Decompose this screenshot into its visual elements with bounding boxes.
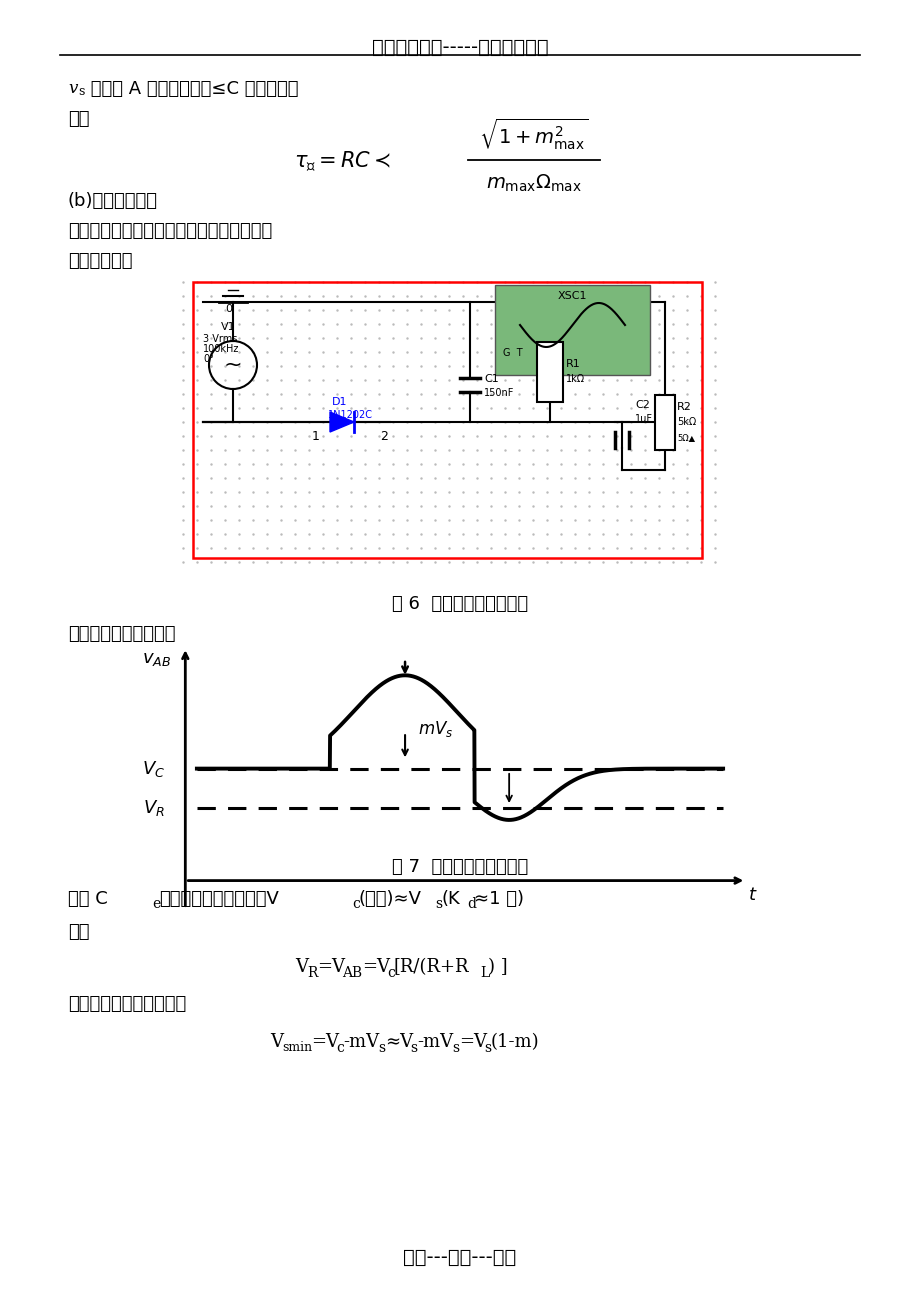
Text: V: V — [269, 1032, 283, 1051]
Text: 1kΩ: 1kΩ — [565, 374, 584, 384]
Text: 负峰切割失真是由交流负载变化引起的失真: 负峰切割失真是由交流负载变化引起的失真 — [68, 223, 272, 240]
Text: D1: D1 — [332, 397, 347, 408]
Text: $mV_s$: $mV_s$ — [417, 719, 453, 740]
Text: s: s — [435, 897, 442, 911]
Text: $V_R$: $V_R$ — [143, 798, 165, 818]
Text: 0°: 0° — [203, 354, 213, 365]
Text: 1: 1 — [312, 430, 320, 443]
Text: C2: C2 — [634, 400, 649, 410]
Text: 1uF: 1uF — [634, 414, 652, 424]
Text: ≈1 时): ≈1 时) — [473, 891, 524, 907]
Text: R2: R2 — [676, 402, 691, 411]
Text: d: d — [467, 897, 475, 911]
Text: 5kΩ: 5kΩ — [676, 417, 696, 427]
Text: =V: =V — [459, 1032, 486, 1051]
Bar — [494, 285, 650, 375]
Polygon shape — [330, 411, 354, 432]
Text: 很大，在一个周期内，V: 很大，在一个周期内，V — [159, 891, 278, 907]
Text: $v_{AB}$: $v_{AB}$ — [142, 650, 171, 668]
Text: 精选优质文档-----倾情为你奉上: 精选优质文档-----倾情为你奉上 — [371, 38, 548, 57]
Text: AB: AB — [342, 966, 362, 980]
Text: c: c — [387, 966, 394, 980]
Text: R: R — [307, 966, 317, 980]
Text: ~: ~ — [223, 355, 242, 375]
Text: =V: =V — [317, 958, 345, 976]
Text: 包络在 A 点的下降速率≤C 的放电速率: 包络在 A 点的下降速率≤C 的放电速率 — [85, 79, 298, 98]
Text: XSC1: XSC1 — [557, 292, 586, 301]
Text: 所以: 所以 — [68, 923, 89, 941]
Text: e: e — [152, 897, 160, 911]
Text: G  T: G T — [503, 348, 522, 358]
Text: (b)负峰切割失真: (b)负峰切割失真 — [68, 191, 158, 210]
Text: =V: =V — [361, 958, 390, 976]
Text: -mV: -mV — [416, 1032, 453, 1051]
Text: V: V — [295, 958, 308, 976]
Text: 负峰切割失真示意图：: 负峰切割失真示意图： — [68, 625, 176, 643]
Text: 5Ω▲: 5Ω▲ — [676, 434, 695, 441]
Text: 因为 C: 因为 C — [68, 891, 108, 907]
Text: smin: smin — [282, 1042, 312, 1055]
Text: s: s — [451, 1042, 459, 1055]
Text: C1: C1 — [483, 374, 498, 384]
Bar — [537, 342, 562, 402]
Text: 专心---专注---专业: 专心---专注---专业 — [403, 1249, 516, 1267]
Text: (1-m): (1-m) — [491, 1032, 539, 1051]
Text: V1: V1 — [221, 322, 235, 332]
Text: s: s — [378, 1042, 385, 1055]
Text: 失真电路图：: 失真电路图： — [68, 253, 132, 270]
Text: 150nF: 150nF — [483, 388, 514, 398]
Text: 2: 2 — [380, 430, 388, 443]
Bar — [654, 395, 675, 450]
Text: R1: R1 — [565, 359, 580, 368]
Text: c: c — [352, 897, 359, 911]
Text: 图 7  负峰切割失真示意图: 图 7 负峰切割失真示意图 — [391, 858, 528, 876]
Text: 0: 0 — [225, 303, 232, 314]
Text: s: s — [78, 85, 85, 98]
Text: 100kHz: 100kHz — [203, 344, 239, 354]
Text: t: t — [748, 887, 755, 904]
Text: =V: =V — [311, 1032, 338, 1051]
Text: 图 6  负峰切割失真电路图: 图 6 负峰切割失真电路图 — [391, 595, 528, 613]
Text: 1N1202C: 1N1202C — [328, 410, 372, 421]
Text: v: v — [68, 79, 77, 98]
Text: 即：: 即： — [68, 109, 89, 128]
Text: s: s — [410, 1042, 416, 1055]
Text: ) ]: ) ] — [487, 958, 507, 976]
Text: 3 Vrms: 3 Vrms — [203, 335, 237, 344]
Text: (不变)≈V: (不变)≈V — [358, 891, 422, 907]
Text: $\tau_{\rm 放} = RC \prec$: $\tau_{\rm 放} = RC \prec$ — [294, 150, 391, 174]
Text: ≈V: ≈V — [384, 1032, 413, 1051]
Text: $\sqrt{1+m_{\rm max}^{2}}$: $\sqrt{1+m_{\rm max}^{2}}$ — [479, 117, 588, 152]
Text: $V_C$: $V_C$ — [142, 759, 165, 779]
Text: (K: (K — [441, 891, 460, 907]
Text: L: L — [480, 966, 489, 980]
Text: $m_{\rm max}\Omega_{\rm max}$: $m_{\rm max}\Omega_{\rm max}$ — [485, 173, 581, 194]
Text: s: s — [483, 1042, 491, 1055]
Text: -mV: -mV — [343, 1032, 379, 1051]
Text: c: c — [335, 1042, 344, 1055]
Text: [R/(R+R: [R/(R+R — [393, 958, 469, 976]
Text: 由图：临界不失真条件：: 由图：临界不失真条件： — [68, 995, 186, 1013]
